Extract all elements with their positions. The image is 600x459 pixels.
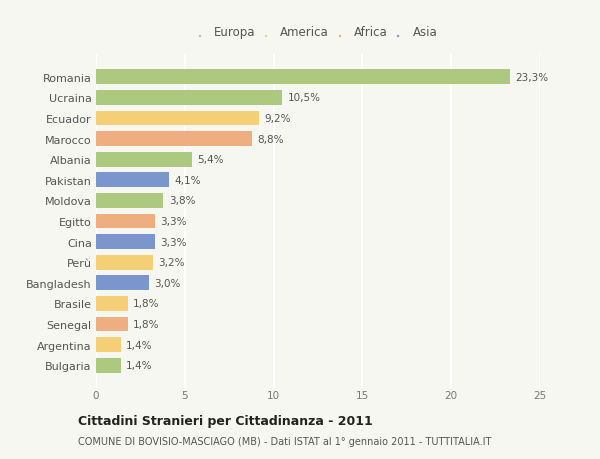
Bar: [96, 152, 192, 167]
Text: 23,3%: 23,3%: [515, 73, 548, 83]
Text: 9,2%: 9,2%: [265, 114, 291, 123]
Bar: [96, 132, 252, 147]
Text: 3,2%: 3,2%: [158, 257, 185, 268]
Text: 3,8%: 3,8%: [169, 196, 196, 206]
Text: 8,8%: 8,8%: [257, 134, 284, 144]
Text: Cittadini Stranieri per Cittadinanza - 2011: Cittadini Stranieri per Cittadinanza - 2…: [78, 414, 373, 428]
Text: 4,1%: 4,1%: [174, 175, 200, 185]
Bar: [96, 173, 169, 188]
Bar: [96, 358, 121, 373]
Text: 1,4%: 1,4%: [126, 360, 152, 370]
Text: 5,4%: 5,4%: [197, 155, 224, 165]
Text: 3,0%: 3,0%: [155, 278, 181, 288]
Bar: [96, 70, 510, 85]
Text: COMUNE DI BOVISIO-MASCIAGO (MB) - Dati ISTAT al 1° gennaio 2011 - TUTTITALIA.IT: COMUNE DI BOVISIO-MASCIAGO (MB) - Dati I…: [78, 437, 491, 446]
Text: 3,3%: 3,3%: [160, 217, 187, 226]
Bar: [96, 112, 259, 126]
Bar: [96, 214, 155, 229]
Bar: [96, 296, 128, 311]
Bar: [96, 235, 155, 249]
Text: 3,3%: 3,3%: [160, 237, 187, 247]
Text: 1,4%: 1,4%: [126, 340, 152, 350]
Bar: [96, 194, 163, 208]
Text: 1,8%: 1,8%: [133, 319, 160, 329]
Bar: [96, 276, 149, 291]
Bar: [96, 255, 153, 270]
Legend: Europa, America, Africa, Asia: Europa, America, Africa, Asia: [194, 21, 442, 44]
Text: 10,5%: 10,5%: [288, 93, 321, 103]
Bar: [96, 91, 283, 106]
Bar: [96, 317, 128, 331]
Text: 1,8%: 1,8%: [133, 299, 160, 308]
Bar: [96, 337, 121, 352]
